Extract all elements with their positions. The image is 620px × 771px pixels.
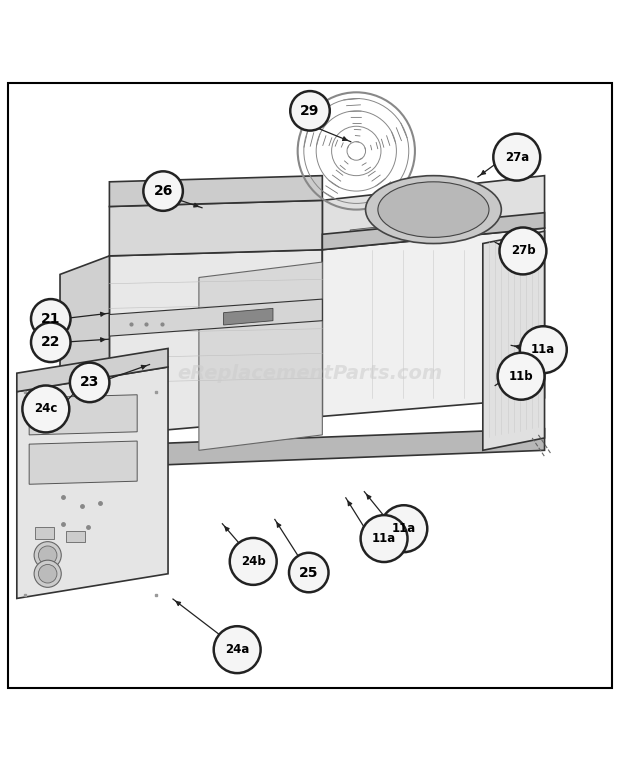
Text: 27b: 27b	[511, 244, 535, 258]
Text: 27a: 27a	[505, 150, 529, 163]
Circle shape	[34, 561, 61, 588]
Text: 25: 25	[299, 565, 319, 580]
Polygon shape	[60, 256, 109, 453]
Polygon shape	[322, 228, 544, 416]
Polygon shape	[17, 348, 168, 392]
Polygon shape	[109, 200, 322, 256]
Polygon shape	[483, 231, 544, 450]
Polygon shape	[109, 299, 322, 336]
Text: 24b: 24b	[241, 555, 265, 568]
Polygon shape	[326, 200, 363, 237]
Polygon shape	[322, 176, 544, 250]
Text: 29: 29	[300, 104, 320, 118]
Circle shape	[230, 538, 277, 585]
FancyBboxPatch shape	[35, 527, 54, 539]
Circle shape	[31, 322, 71, 362]
Circle shape	[143, 171, 183, 210]
Polygon shape	[224, 308, 273, 325]
Circle shape	[22, 386, 69, 433]
Text: eReplacementParts.com: eReplacementParts.com	[177, 364, 443, 382]
Polygon shape	[29, 441, 137, 484]
Ellipse shape	[378, 182, 489, 237]
Polygon shape	[109, 176, 322, 207]
Circle shape	[380, 505, 427, 552]
Text: 24c: 24c	[34, 402, 58, 416]
Polygon shape	[199, 262, 322, 450]
Circle shape	[70, 362, 109, 402]
Text: 24a: 24a	[225, 643, 249, 656]
Text: 11a: 11a	[392, 522, 416, 535]
Circle shape	[31, 299, 71, 338]
Text: 11b: 11b	[509, 370, 533, 382]
Circle shape	[361, 515, 407, 562]
Circle shape	[498, 353, 544, 399]
Circle shape	[494, 133, 540, 180]
Circle shape	[520, 326, 567, 373]
Polygon shape	[17, 367, 168, 598]
Polygon shape	[322, 213, 544, 250]
Polygon shape	[109, 250, 322, 435]
Circle shape	[289, 553, 329, 592]
Circle shape	[500, 227, 546, 274]
Circle shape	[290, 91, 330, 130]
Polygon shape	[350, 226, 384, 234]
Circle shape	[214, 626, 260, 673]
Circle shape	[38, 564, 57, 583]
Polygon shape	[60, 429, 109, 469]
Text: 11a: 11a	[531, 343, 556, 356]
Text: 26: 26	[153, 184, 173, 198]
FancyBboxPatch shape	[66, 530, 85, 542]
Text: 22: 22	[41, 335, 61, 349]
Text: 11a: 11a	[372, 532, 396, 545]
Text: 23: 23	[80, 375, 99, 389]
Polygon shape	[60, 429, 544, 469]
Text: 21: 21	[41, 311, 61, 326]
Ellipse shape	[366, 176, 502, 244]
Polygon shape	[29, 395, 137, 435]
Circle shape	[34, 542, 61, 569]
Circle shape	[38, 546, 57, 564]
